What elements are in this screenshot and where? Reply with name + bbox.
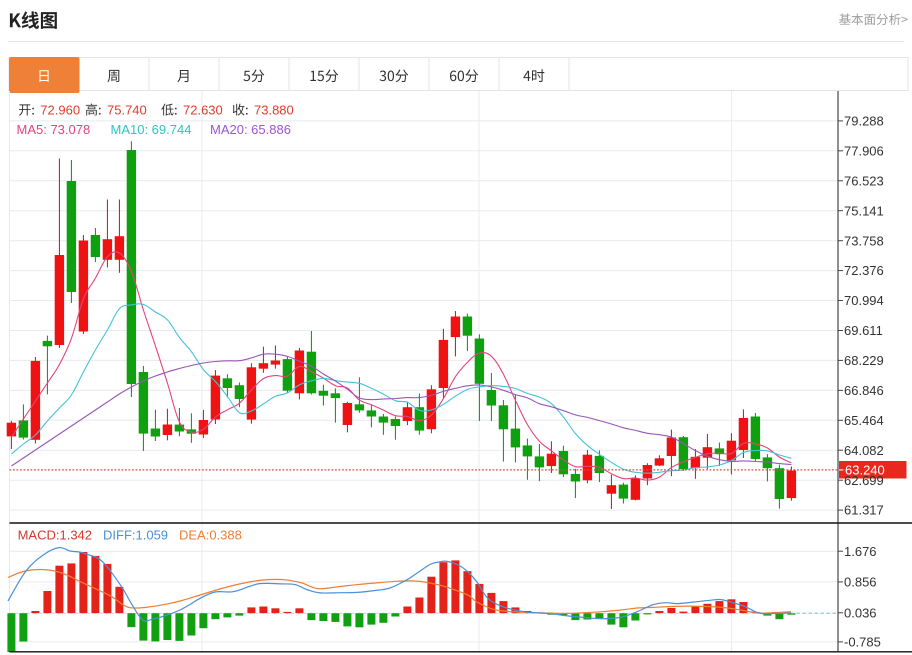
svg-text:64.082: 64.082: [844, 443, 884, 458]
svg-text:72.960: 72.960: [40, 103, 80, 118]
svg-text:0.856: 0.856: [844, 575, 877, 590]
svg-text:65.464: 65.464: [844, 413, 884, 428]
svg-text:DEA:0.388: DEA:0.388: [179, 528, 242, 543]
svg-text:73.758: 73.758: [844, 233, 884, 248]
svg-text:76.523: 76.523: [844, 173, 884, 188]
svg-text:66.846: 66.846: [844, 383, 884, 398]
svg-text:MA10: 69.744: MA10: 69.744: [111, 122, 192, 137]
svg-text:MA5: 73.078: MA5: 73.078: [17, 122, 91, 137]
svg-text:MA20: 65.886: MA20: 65.886: [210, 122, 291, 137]
svg-text:69.611: 69.611: [844, 323, 883, 338]
svg-text:DIFF:1.059: DIFF:1.059: [103, 528, 168, 543]
svg-text:1.676: 1.676: [844, 544, 877, 559]
svg-text:79.288: 79.288: [844, 114, 884, 129]
svg-text:73.880: 73.880: [254, 103, 294, 118]
svg-text:75.141: 75.141: [844, 203, 884, 218]
svg-text:68.229: 68.229: [844, 353, 884, 368]
svg-text:61.317: 61.317: [844, 503, 884, 518]
svg-text:70.994: 70.994: [844, 293, 884, 308]
svg-text:62.699: 62.699: [844, 473, 884, 488]
svg-text:77.906: 77.906: [844, 143, 884, 158]
svg-text:MACD:1.342: MACD:1.342: [18, 528, 92, 543]
svg-text:75.740: 75.740: [107, 103, 147, 118]
svg-text:-0.785: -0.785: [844, 635, 881, 650]
svg-text:72.376: 72.376: [844, 263, 884, 278]
svg-text:63.240: 63.240: [845, 463, 885, 478]
svg-text:0.036: 0.036: [844, 605, 877, 620]
svg-text:72.630: 72.630: [183, 103, 223, 118]
